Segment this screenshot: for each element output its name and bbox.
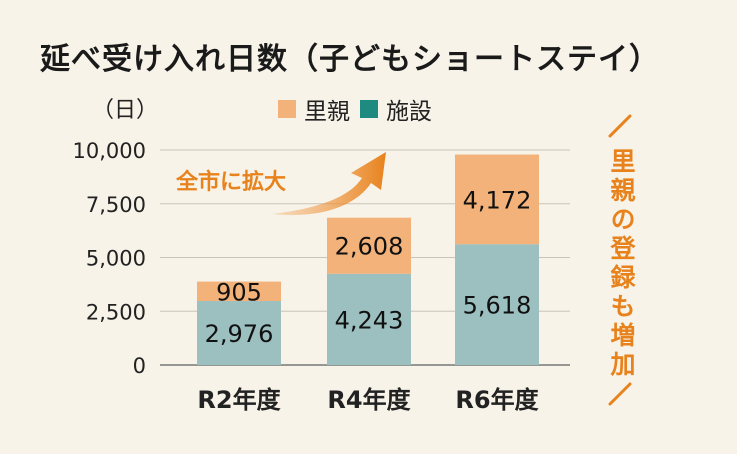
legend-swatch-foster [278,100,296,118]
side-note-brackets [608,114,632,406]
data-label-foster: 905 [216,278,262,306]
legend-label-foster: 里親 [304,99,350,125]
chart-title: 延べ受け入れ日数（子どもショートステイ） [40,42,660,77]
bar-facility [327,273,411,365]
bar-foster [455,154,539,245]
bar-foster [327,217,411,274]
side-annotation: 里親の登録も増加 [607,148,636,380]
y-tick-label: 5,000 [86,247,146,271]
x-category-label: R6年度 [455,386,539,414]
bar-foster [197,281,281,302]
y-axis-unit: （日） [92,98,159,123]
trend-arrow [272,152,386,216]
legend-item-facility: 施設 [360,92,432,126]
bar-facility [455,244,539,365]
legend-swatch-facility [360,100,378,118]
data-label-foster: 2,608 [335,233,404,261]
data-label-foster: 4,172 [463,186,532,214]
legend: 里親 施設 [278,92,432,126]
y-tick-label: 0 [133,354,146,378]
x-category-label: R2年度 [197,386,281,414]
y-tick-label: 2,500 [86,300,146,324]
data-label-facility: 5,618 [463,292,532,320]
bar-facility [197,301,281,365]
legend-item-foster: 里親 [278,92,350,126]
data-label-facility: 4,243 [335,306,404,334]
expand-annotation: 全市に拡大 [176,170,287,195]
data-label-facility: 2,976 [205,320,274,348]
legend-label-facility: 施設 [386,99,432,125]
y-tick-label: 10,000 [73,139,146,163]
y-tick-label: 7,500 [86,193,146,217]
x-category-label: R4年度 [327,386,411,414]
